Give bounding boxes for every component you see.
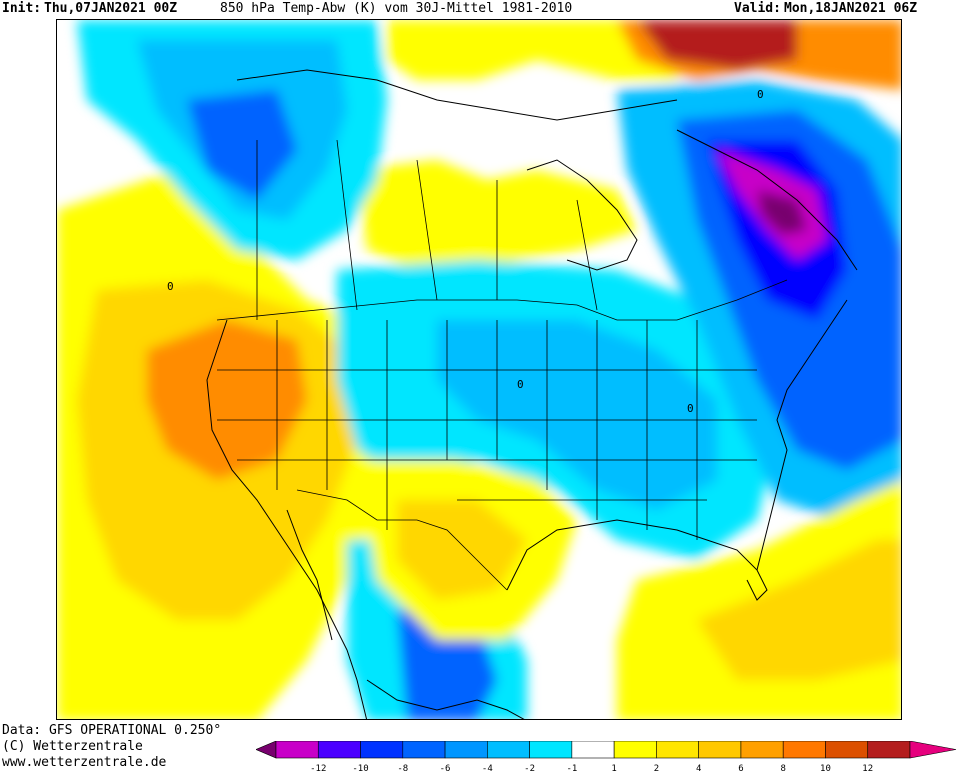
- legend-bin: [656, 740, 699, 759]
- legend-bin: [740, 740, 784, 759]
- warm-anomaly-arctic: [387, 20, 677, 80]
- coastline-baja: [286, 509, 333, 641]
- border-provinces: [256, 139, 598, 320]
- legend-tick-label: -1: [566, 764, 577, 774]
- legend-low-arrow: [255, 740, 277, 759]
- valid-time: Mon,18JAN2021 06Z: [784, 1, 918, 16]
- legend-scale: -12 -10 -8 -6 -4 -2 -1 1 2 4 6 8 10 12: [255, 740, 957, 774]
- legend-tick-label: -6: [440, 764, 451, 774]
- contour-zero-label-east: 0: [687, 402, 694, 415]
- legend-bin: [360, 740, 404, 759]
- warm-anomaly-west-max: [147, 320, 307, 480]
- legend-tick-label: -4: [482, 764, 493, 774]
- anomaly-map: 0 0 0 0: [56, 19, 902, 720]
- legend-tick-label: 12: [862, 764, 873, 774]
- legend-bin: [402, 740, 446, 759]
- legend-bin: [571, 740, 615, 759]
- legend-tick-label: 2: [654, 764, 659, 774]
- legend-bin: [825, 740, 869, 759]
- legend-tick-label: 4: [696, 764, 701, 774]
- cold-anomaly-labrador-core: [757, 190, 807, 235]
- coastline-atlantic: [756, 299, 848, 571]
- legend-tick-label: 6: [738, 764, 743, 774]
- legend-high-arrow: [909, 740, 957, 759]
- coastline-labrador: [676, 129, 858, 271]
- political-borders: [216, 139, 788, 591]
- legend-tick-label: -10: [352, 764, 368, 774]
- legend-tick-label: -12: [310, 764, 326, 774]
- contour-zero-label-west: 0: [167, 280, 174, 293]
- coastline-mexico-south: [366, 679, 525, 719]
- coastlines: [206, 69, 858, 719]
- color-legend: -12 -10 -8 -6 -4 -2 -1 1 2 4 6 8 10 12: [255, 740, 958, 774]
- contour-zero-label-central: 0: [517, 378, 524, 391]
- border-state-lines-2: [217, 369, 757, 501]
- init-time: Thu,07JAN2021 00Z: [44, 1, 178, 16]
- legend-tick-label: -2: [524, 764, 535, 774]
- legend-bin: [444, 740, 488, 759]
- coastline-hudson-bay: [526, 159, 638, 271]
- border-us-canada: [216, 279, 788, 321]
- copyright: (C) Wetterzentrale: [2, 739, 143, 754]
- legend-bin: [867, 740, 911, 759]
- legend-bin: [698, 740, 742, 759]
- coastline-gulf-mexico: [506, 519, 768, 601]
- legend-tick-label: 10: [820, 764, 831, 774]
- legend-bin: [275, 740, 319, 759]
- contour-zero-label: 0: [757, 88, 764, 101]
- data-source: Data: GFS OPERATIONAL 0.250°: [2, 723, 222, 738]
- map-canvas: 0 0 0 0: [57, 20, 901, 719]
- legend-bin: [613, 740, 657, 759]
- chart-title: 850 hPa Temp-Abw (K) vom 30J-Mittel 1981…: [220, 1, 573, 16]
- legend-bin: [317, 740, 361, 759]
- chart-header: Init: Thu,07JAN2021 00Z 850 hPa Temp-Abw…: [0, 0, 958, 18]
- legend-tick-label: 1: [611, 764, 616, 774]
- coastline-pacific: [206, 319, 368, 719]
- legend-bin: [529, 740, 573, 759]
- warm-anomaly-greenland-core: [637, 20, 797, 70]
- init-label: Init:: [2, 1, 42, 16]
- warm-anomaly-texas: [397, 500, 527, 600]
- website-url: www.wetterzentrale.de: [2, 755, 167, 770]
- cold-anomaly-northwest-max: [187, 90, 297, 200]
- border-us-mexico: [296, 489, 508, 591]
- legend-bin: [487, 740, 530, 759]
- valid-label: Valid:: [734, 1, 781, 16]
- warm-anomaly-atlantic-core: [697, 540, 901, 680]
- coastline-arctic: [236, 69, 678, 121]
- legend-bin: [782, 740, 826, 759]
- legend-tick-label: 8: [780, 764, 785, 774]
- legend-tick-label: -8: [397, 764, 408, 774]
